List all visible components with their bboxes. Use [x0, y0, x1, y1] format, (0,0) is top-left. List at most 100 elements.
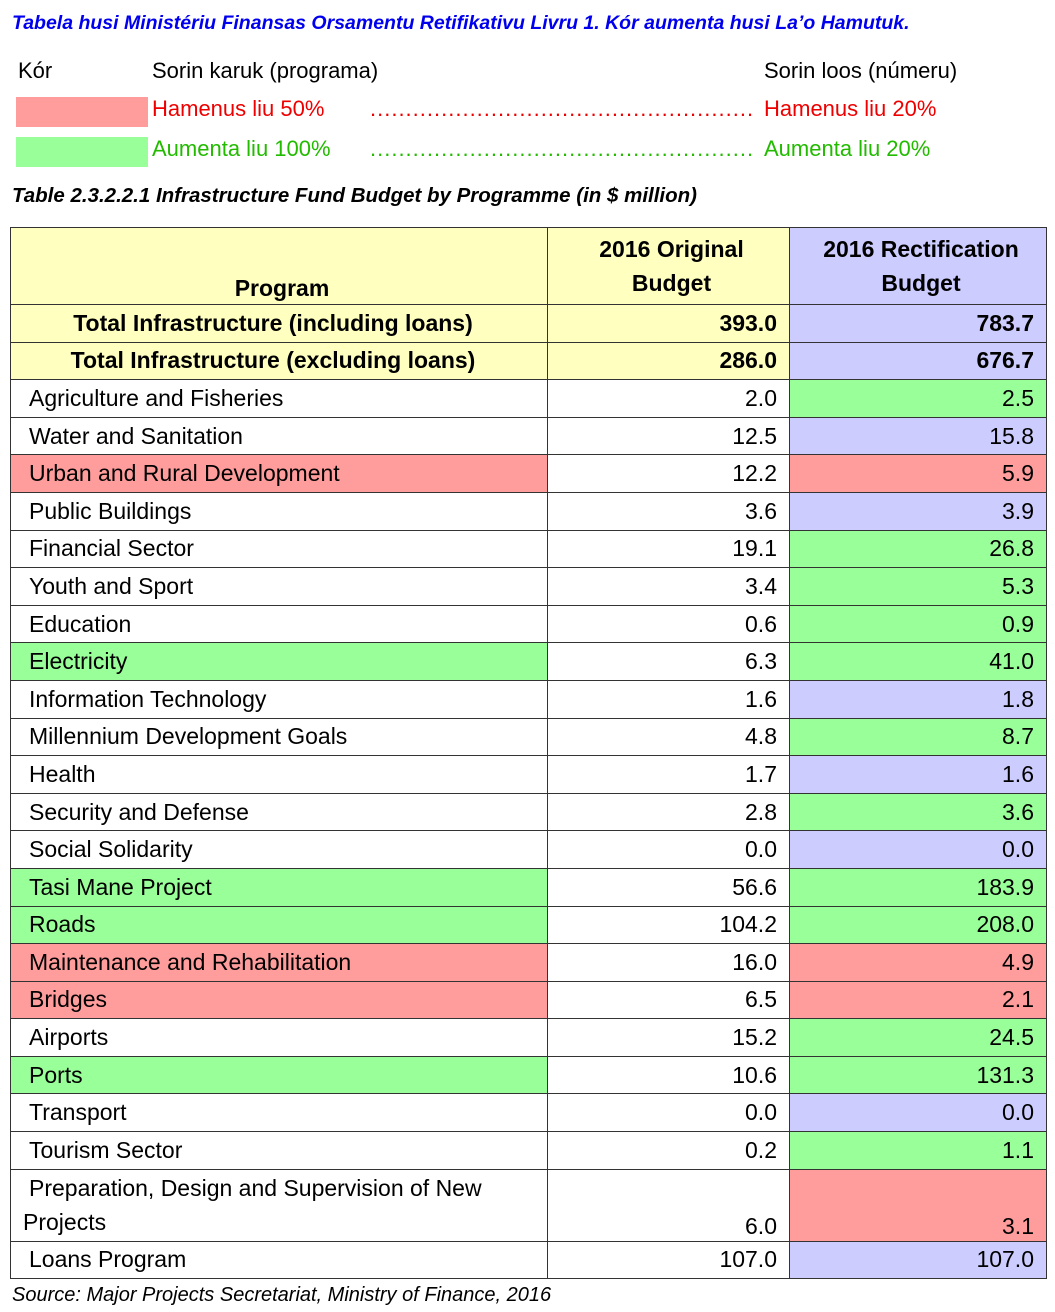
table-row: Water and Sanitation 12.5 15.8 — [10, 416, 1047, 456]
table-row: Urban and Rural Development 12.2 5.9 — [10, 454, 1047, 493]
rectification-budget-value: 107.0 — [789, 1240, 1047, 1280]
legend-header-color: Kór — [18, 58, 53, 83]
rectification-budget-value: 15.8 — [789, 416, 1047, 456]
original-budget-value: 6.3 — [547, 642, 790, 681]
table-row: Financial Sector 19.1 26.8 — [10, 529, 1047, 569]
original-budget-value: 0.6 — [547, 604, 790, 644]
program-name: Maintenance and Rehabilitation — [10, 943, 548, 982]
rectification-budget-value: 208.0 — [789, 905, 1047, 945]
original-budget-value: 56.6 — [547, 867, 790, 907]
table-row: Transport 0.0 0.0 — [10, 1093, 1047, 1133]
legend-swatch-green — [16, 137, 148, 167]
rectification-budget-value: 4.9 — [789, 943, 1047, 982]
rectification-budget-value: 8.7 — [789, 717, 1047, 757]
rectification-budget-value: 3.9 — [789, 491, 1047, 531]
program-name: Electricity — [10, 642, 548, 681]
rectification-budget-value: 183.9 — [789, 867, 1047, 907]
table-row: Electricity 6.3 41.0 — [10, 642, 1047, 681]
rectification-budget-value: 26.8 — [789, 529, 1047, 569]
table-row: Security and Defense 2.8 3.6 — [10, 792, 1047, 832]
total-row: Total Infrastructure (including loans) 3… — [10, 304, 1047, 343]
total-row: Total Infrastructure (excluding loans) 2… — [10, 341, 1047, 381]
rectification-budget-value: 1.1 — [789, 1131, 1047, 1170]
table-row: Preparation, Design and Supervision of N… — [10, 1168, 1047, 1242]
original-budget-value: 1.6 — [547, 679, 790, 719]
original-budget-value: 3.4 — [547, 567, 790, 606]
original-budget-value: 6.0 — [547, 1168, 790, 1242]
original-budget-value: 2.8 — [547, 792, 790, 832]
program-name: Financial Sector — [10, 529, 548, 569]
original-budget-value: 19.1 — [547, 529, 790, 569]
original-budget-value: 0.2 — [547, 1131, 790, 1170]
table-row: Loans Program 107.0 107.0 — [10, 1240, 1047, 1280]
table-header-row: Program 2016 Original Budget 2016 Rectif… — [10, 227, 1047, 305]
rectification-budget-value: 2.1 — [789, 980, 1047, 1020]
program-name: Ports — [10, 1055, 548, 1095]
total-label: Total Infrastructure (excluding loans) — [10, 341, 548, 381]
program-name: Urban and Rural Development — [10, 454, 548, 493]
table-row: Health 1.7 1.6 — [10, 755, 1047, 794]
table-row: Millennium Development Goals 4.8 8.7 — [10, 717, 1047, 757]
table-row: Bridges 6.5 2.1 — [10, 980, 1047, 1020]
legend-swatch-red — [16, 97, 148, 127]
table-row: Youth and Sport 3.4 5.3 — [10, 567, 1047, 606]
legend-number-decrease: Hamenus liu 20% — [764, 96, 937, 121]
header-original-budget: 2016 Original Budget — [547, 227, 790, 305]
table-row: Ports 10.6 131.3 — [10, 1055, 1047, 1095]
table-row: Information Technology 1.6 1.8 — [10, 679, 1047, 719]
table-row: Education 0.6 0.9 — [10, 604, 1047, 644]
program-name: Social Solidarity — [10, 830, 548, 869]
program-name: Youth and Sport — [10, 567, 548, 606]
table-row: Public Buildings 3.6 3.9 — [10, 491, 1047, 531]
program-name: Health — [10, 755, 548, 794]
rectification-budget-value: 1.8 — [789, 679, 1047, 719]
legend-number-increase: Aumenta liu 20% — [764, 136, 931, 161]
rectification-budget-value: 41.0 — [789, 642, 1047, 681]
program-name: Preparation, Design and Supervision of N… — [10, 1168, 548, 1242]
original-budget-value: 16.0 — [547, 943, 790, 982]
original-budget-value: 12.5 — [547, 416, 790, 456]
total-label: Total Infrastructure (including loans) — [10, 304, 548, 343]
rectification-budget-value: 24.5 — [789, 1018, 1047, 1057]
original-budget-value: 0.0 — [547, 830, 790, 869]
total-original: 286.0 — [547, 341, 790, 381]
program-name: Security and Defense — [10, 792, 548, 832]
program-name: Water and Sanitation — [10, 416, 548, 456]
rectification-budget-value: 3.1 — [789, 1168, 1047, 1242]
total-rectification: 783.7 — [789, 304, 1047, 343]
rectification-budget-value: 0.0 — [789, 830, 1047, 869]
header-program: Program — [10, 227, 548, 305]
total-original: 393.0 — [547, 304, 790, 343]
program-name: Bridges — [10, 980, 548, 1020]
rectification-budget-value: 1.6 — [789, 755, 1047, 794]
legend-header-program: Sorin karuk (programa) — [152, 58, 379, 83]
budget-table: Program 2016 Original Budget 2016 Rectif… — [10, 227, 1047, 1280]
source-note: Source: Major Projects Secretariat, Mini… — [12, 1284, 552, 1306]
program-name: Tourism Sector — [10, 1131, 548, 1170]
rectification-budget-value: 3.6 — [789, 792, 1047, 832]
program-name: Roads — [10, 905, 548, 945]
rectification-budget-value: 2.5 — [789, 379, 1047, 418]
rectification-budget-value: 131.3 — [789, 1055, 1047, 1095]
program-name: Millennium Development Goals — [10, 717, 548, 757]
legend-program-decrease: Hamenus liu 50% — [152, 96, 325, 121]
rectification-budget-value: 5.3 — [789, 567, 1047, 606]
table-row: Tasi Mane Project 56.6 183.9 — [10, 867, 1047, 907]
program-name: Education — [10, 604, 548, 644]
table-row: Roads 104.2 208.0 — [10, 905, 1047, 945]
rectification-budget-value: 0.0 — [789, 1093, 1047, 1133]
program-name: Loans Program — [10, 1240, 548, 1280]
legend-dots: ........................................… — [370, 96, 754, 121]
original-budget-value: 6.5 — [547, 980, 790, 1020]
program-name: Tasi Mane Project — [10, 867, 548, 907]
program-name: Agriculture and Fisheries — [10, 379, 548, 418]
original-budget-value: 2.0 — [547, 379, 790, 418]
original-budget-value: 0.0 — [547, 1093, 790, 1133]
table-row: Maintenance and Rehabilitation 16.0 4.9 — [10, 943, 1047, 982]
total-rectification: 676.7 — [789, 341, 1047, 381]
original-budget-value: 3.6 — [547, 491, 790, 531]
table-caption: Table 2.3.2.2.1 Infrastructure Fund Budg… — [12, 184, 697, 207]
original-budget-value: 12.2 — [547, 454, 790, 493]
program-name: Transport — [10, 1093, 548, 1133]
program-name: Information Technology — [10, 679, 548, 719]
